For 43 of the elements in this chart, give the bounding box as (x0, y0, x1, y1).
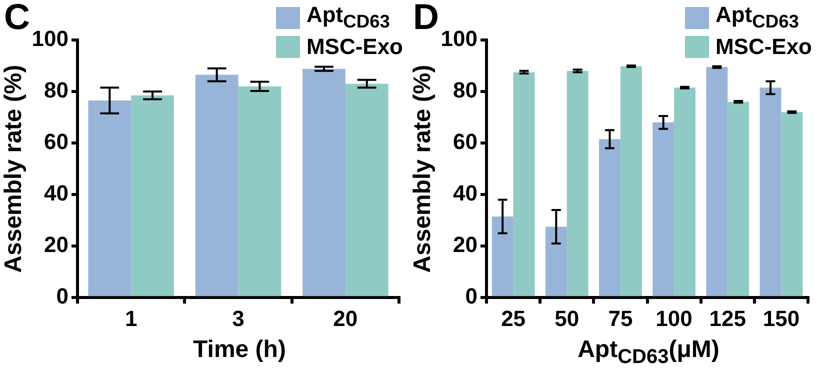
y-tick-label: 20 (44, 232, 69, 258)
x-tick-label: 3 (232, 306, 244, 331)
legend-label: MSC-Exo (715, 34, 812, 60)
y-tick-label: 100 (440, 26, 478, 52)
bar (652, 122, 674, 296)
bar (760, 88, 782, 296)
bar (545, 226, 567, 296)
legend-label: MSC-Exo (306, 34, 403, 60)
y-tick-label: 40 (453, 180, 478, 206)
x-tick-label: 150 (762, 306, 800, 331)
y-tick-label: 60 (44, 129, 69, 154)
y-tick-label: 80 (44, 78, 69, 103)
y-tick-label: 0 (465, 284, 478, 309)
legend-label: Apt$_{CD63}$ (306, 2, 390, 34)
x-tick-label: 100 (656, 306, 692, 331)
x-axis-title: Time (h) (192, 336, 287, 364)
chart-title: C (4, 0, 30, 38)
x-tick-label: 1 (124, 306, 138, 331)
bar (674, 88, 696, 296)
legend-label: Apt$_{CD63}$ (715, 2, 799, 34)
bar (781, 112, 803, 296)
x-tick-label: 20 (333, 306, 358, 331)
y-tick-label: 20 (453, 232, 478, 258)
bar (599, 139, 620, 296)
chart-title: D (413, 0, 439, 38)
x-tick-label: 50 (554, 306, 580, 331)
bar (706, 67, 728, 296)
bar (620, 66, 642, 296)
y-tick-label: 60 (453, 129, 478, 154)
y-tick-label: 80 (453, 78, 478, 103)
x-tick-label: 125 (709, 306, 746, 331)
y-axis-title: Assembly rate (%) (409, 64, 436, 273)
x-tick-label: 25 (501, 306, 526, 331)
y-axis-title: Assembly rate (%) (0, 64, 28, 273)
y-tick-label: 0 (56, 284, 69, 309)
x-tick-label: 75 (608, 306, 633, 331)
bar (513, 72, 535, 296)
bar (566, 70, 588, 296)
x-axis-title: Apt$_{CD63}$(μM) (576, 336, 720, 369)
y-tick-label: 40 (44, 180, 69, 206)
bar (728, 102, 750, 296)
bar (492, 216, 514, 296)
y-tick-label: 100 (32, 26, 69, 52)
